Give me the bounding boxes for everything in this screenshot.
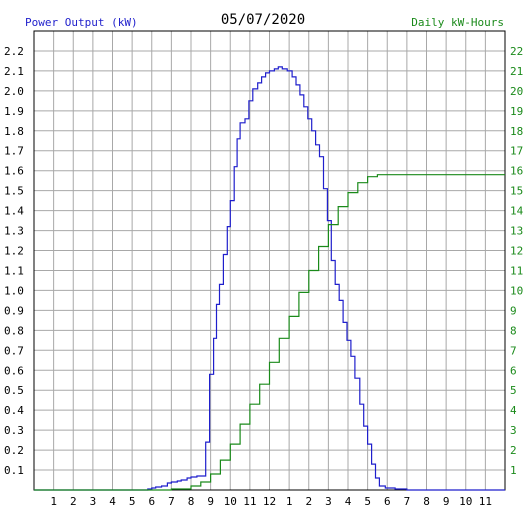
- y-left-tick-label: 1.8: [4, 125, 24, 138]
- x-tick-label: 12: [263, 495, 276, 508]
- y-left-tick-label: 1.4: [4, 205, 24, 218]
- left-axis-label: Power Output (kW): [25, 16, 138, 29]
- daily-kwh-line: [34, 174, 505, 491]
- y-left-tick-label: 0.9: [4, 304, 24, 317]
- y-left-tick-label: 1.3: [4, 225, 24, 238]
- y-right-tick-label: 21: [510, 65, 523, 78]
- y-left-tick-label: 1.9: [4, 105, 24, 118]
- y-left-tick-label: 1.1: [4, 264, 24, 277]
- chart-date-title: 05/07/2020: [221, 12, 305, 28]
- x-tick-label: 4: [345, 495, 352, 508]
- x-tick-label: 9: [443, 495, 450, 508]
- y-right-tick-label: 1: [510, 464, 517, 477]
- right-axis-label: Daily kW-Hours: [411, 16, 504, 29]
- y-right-tick-label: 17: [510, 145, 523, 158]
- y-left-tick-label: 2.2: [4, 45, 24, 58]
- y-left-tick-label: 0.5: [4, 384, 24, 397]
- x-tick-label: 7: [168, 495, 175, 508]
- x-tick-label: 3: [325, 495, 332, 508]
- x-tick-labels: 1 2 3 4 5 6 7 8 9 10 11 12 1 2 3 4 5 6 7 8 9 10 11: [50, 495, 492, 508]
- series-layer: [34, 66, 505, 491]
- y-left-tick-label: 0.7: [4, 344, 24, 357]
- plot-frame: [33, 30, 506, 491]
- y-left-tick-label: 2.0: [4, 85, 24, 98]
- y-left-tick-label: 1.6: [4, 165, 24, 178]
- x-tick-label: 6: [384, 495, 391, 508]
- y-left-tick-label: 0.1: [4, 464, 24, 477]
- y-right-tick-label: 10: [510, 284, 523, 297]
- x-tick-label: 1: [50, 495, 57, 508]
- x-tick-label: 2: [70, 495, 77, 508]
- x-tick-label: 6: [148, 495, 155, 508]
- y-right-tick-label: 6: [510, 364, 517, 377]
- x-tick-label: 9: [207, 495, 214, 508]
- y-left-tick-label: 1.5: [4, 185, 24, 198]
- y-right-tick-label: 3: [510, 424, 517, 437]
- y-left-tick-label: 1.2: [4, 245, 24, 258]
- x-tick-label: 10: [224, 495, 237, 508]
- x-tick-label: 8: [423, 495, 430, 508]
- y-right-tick-label: 12: [510, 245, 523, 258]
- y-right-tick-label: 9: [510, 304, 517, 317]
- x-tick-label: 8: [188, 495, 195, 508]
- y-left-tick-label: 0.3: [4, 424, 24, 437]
- x-tick-label: 3: [90, 495, 97, 508]
- y-left-tick-labels: 0.1 0.2 0.3 0.4 0.5 0.6 0.7 0.8 0.9 1.0 1.1 1.2 1.3 1…: [4, 45, 24, 477]
- y-left-tick-label: 0.4: [4, 404, 24, 417]
- y-left-tick-label: 1.0: [4, 284, 24, 297]
- x-tick-label: 5: [129, 495, 136, 508]
- y-left-tick-label: 0.6: [4, 364, 24, 377]
- y-right-tick-label: 7: [510, 344, 517, 357]
- x-tick-label: 2: [305, 495, 312, 508]
- y-right-tick-label: 13: [510, 225, 523, 238]
- y-right-tick-label: 4: [510, 404, 517, 417]
- power-output-line: [34, 66, 505, 491]
- y-right-tick-label: 2: [510, 444, 517, 457]
- x-tick-label: 11: [243, 495, 256, 508]
- y-right-tick-label: 22: [510, 45, 523, 58]
- y-right-tick-label: 15: [510, 185, 523, 198]
- y-right-tick-label: 16: [510, 165, 523, 178]
- y-right-tick-label: 14: [510, 205, 524, 218]
- y-left-tick-label: 0.8: [4, 324, 24, 337]
- x-tick-label: 4: [109, 495, 116, 508]
- x-tick-label: 7: [404, 495, 411, 508]
- x-tick-label: 11: [479, 495, 492, 508]
- y-right-tick-label: 19: [510, 105, 523, 118]
- x-tick-label: 10: [459, 495, 472, 508]
- y-right-tick-label: 8: [510, 324, 517, 337]
- x-tick-label: 5: [364, 495, 371, 508]
- y-right-tick-label: 20: [510, 85, 523, 98]
- y-left-tick-label: 1.7: [4, 145, 24, 158]
- y-left-tick-label: 0.2: [4, 444, 24, 457]
- y-right-tick-label: 18: [510, 125, 523, 138]
- x-tick-label: 1: [286, 495, 293, 508]
- y-right-tick-label: 11: [510, 264, 523, 277]
- y-right-tick-label: 5: [510, 384, 517, 397]
- y-left-tick-label: 2.1: [4, 65, 24, 78]
